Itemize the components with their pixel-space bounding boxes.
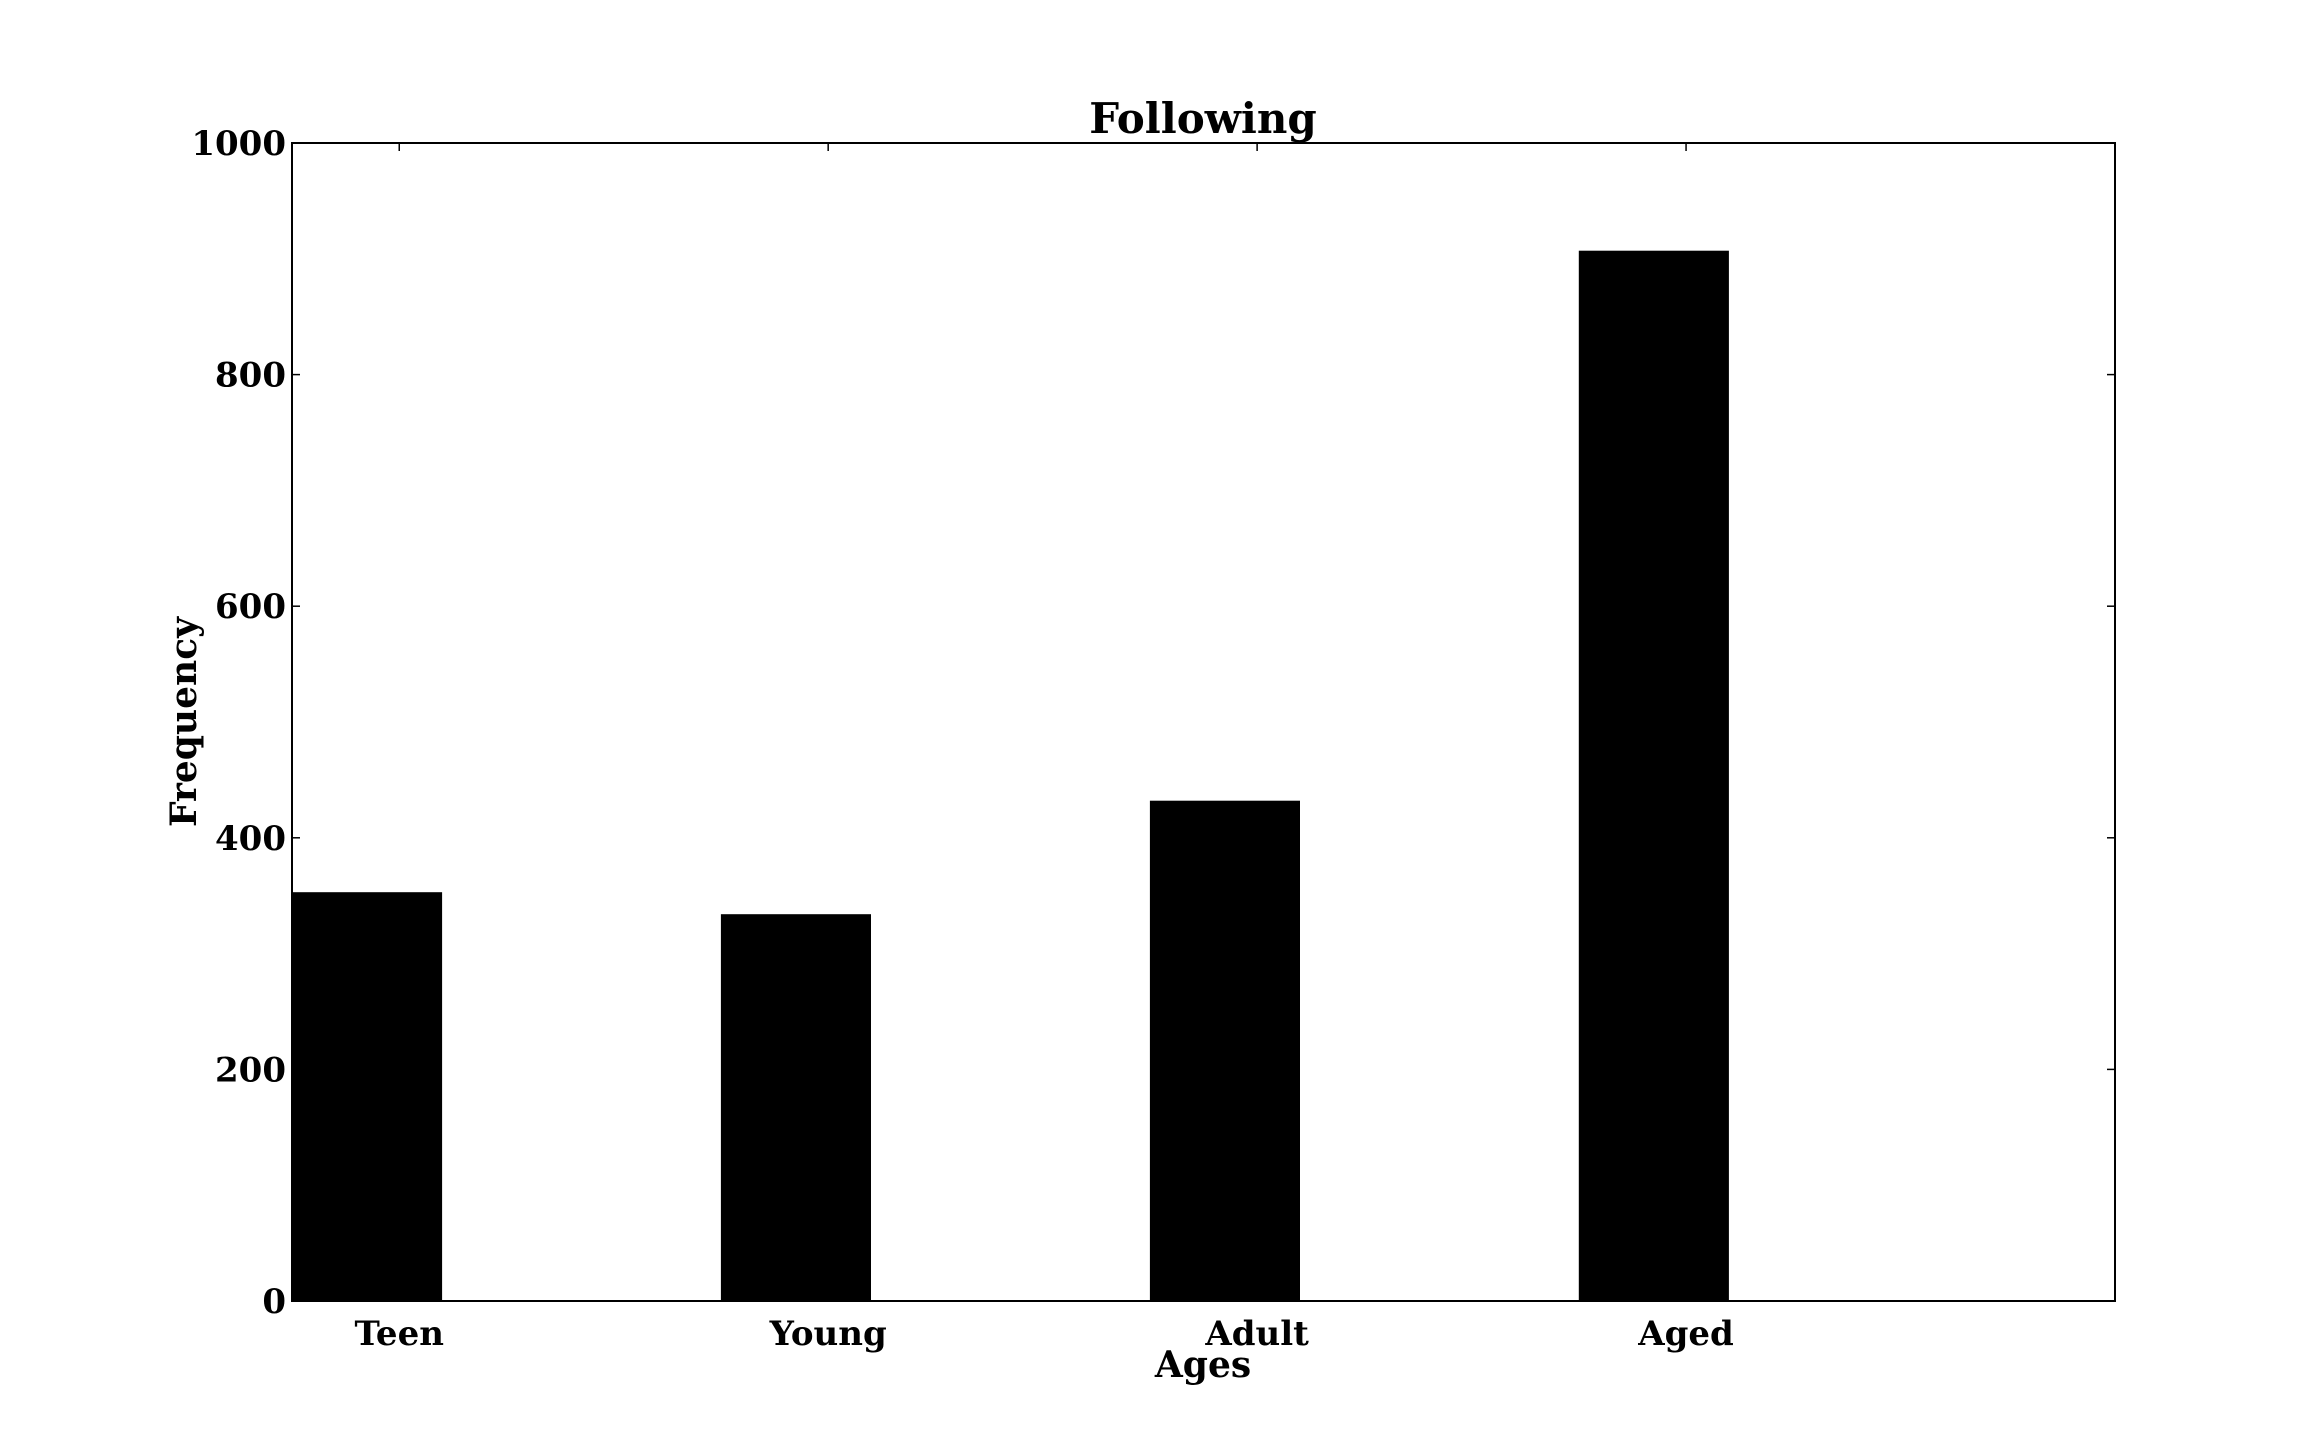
bar-teen xyxy=(292,892,443,1301)
bars-layer xyxy=(292,250,1729,1302)
y-axis-label: Frequency xyxy=(163,616,205,827)
y-tick-label-400: 400 xyxy=(215,819,286,859)
x-tick-label-aged: Aged xyxy=(1637,1314,1734,1354)
y-tick-label-200: 200 xyxy=(215,1050,286,1090)
x-tick-label-adult: Adult xyxy=(1204,1314,1309,1354)
ticks-layer xyxy=(292,142,2115,1302)
chart-title: Following xyxy=(1089,94,1316,143)
y-tick-label-600: 600 xyxy=(215,587,286,627)
x-tick-label-teen: Teen xyxy=(355,1314,444,1354)
y-tick-label-1000: 1000 xyxy=(191,124,286,164)
y-tick-label-0: 0 xyxy=(262,1282,286,1322)
x-tick-label-young: Young xyxy=(769,1314,887,1354)
bar-young xyxy=(720,914,871,1301)
x-tick-labels: Teen Young Adult Aged xyxy=(355,1314,1734,1354)
plot-frame xyxy=(291,142,2116,1302)
x-axis-label: Ages xyxy=(1154,1344,1251,1386)
y-tick-label-800: 800 xyxy=(215,356,286,396)
y-tick-labels: 0 200 400 600 800 1000 xyxy=(191,124,286,1322)
bar-adult xyxy=(1149,800,1300,1301)
bar-aged xyxy=(1578,250,1729,1302)
